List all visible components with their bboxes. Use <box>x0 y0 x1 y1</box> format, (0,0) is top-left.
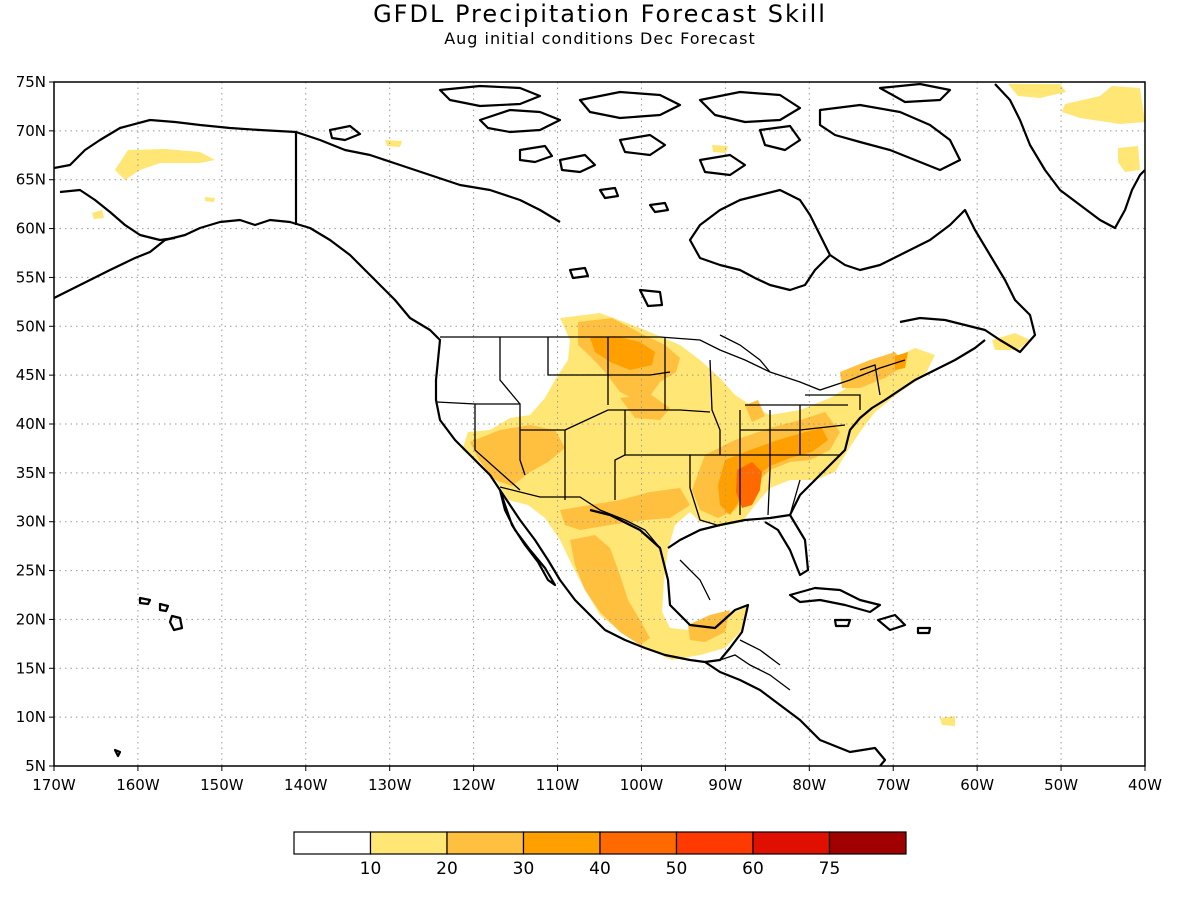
longitude-labels: 170W 160W 150W 140W 130W 120W 110W 100W 90W 80W 70… <box>32 776 1162 794</box>
skill-region-10-20 <box>92 210 104 219</box>
color-legend: 10 20 30 40 50 60 75 <box>293 831 907 879</box>
lat-tick-label: 45N <box>16 366 46 384</box>
lat-tick-label: 30N <box>16 513 46 531</box>
skill-region-20-30 <box>840 352 905 388</box>
map-subtitle: Aug initial conditions Dec Forecast <box>444 29 756 48</box>
lat-tick-label: 25N <box>16 562 46 580</box>
skill-region-20-30 <box>560 488 690 530</box>
legend-label: 75 <box>819 859 841 879</box>
skill-region-10-20 <box>940 716 955 726</box>
legend-label: 20 <box>436 859 458 879</box>
skill-region-10-20 <box>385 140 402 147</box>
skill-region-20-30 <box>688 610 730 642</box>
lat-tick-label: 75N <box>16 73 46 91</box>
lon-tick-label: 160W <box>116 776 160 794</box>
map-title: GFDL Precipitation Forecast Skill <box>373 0 827 28</box>
lon-tick-label: 60W <box>960 776 994 794</box>
legend-label: 50 <box>666 859 688 879</box>
skill-region-10-20 <box>1008 84 1066 98</box>
skill-region-10-20 <box>1118 146 1140 172</box>
lon-tick-label: 80W <box>792 776 826 794</box>
legend-swatch <box>599 831 678 855</box>
lon-tick-label: 100W <box>620 776 664 794</box>
skill-region-30-40 <box>590 336 655 370</box>
legend-swatch <box>293 831 372 855</box>
skill-region-10-20 <box>115 149 215 180</box>
latitude-labels: 5N 10N 15N 20N 25N 30N 35N 40N 45N 50N 55N 60N 65N 70… <box>16 73 46 775</box>
lon-tick-label: 110W <box>536 776 580 794</box>
legend-label: 60 <box>742 859 764 879</box>
lon-tick-label: 140W <box>284 776 328 794</box>
legend-swatch <box>828 831 907 855</box>
lat-tick-label: 20N <box>16 610 46 628</box>
skill-region-20-30 <box>570 535 650 645</box>
longitude-ticks <box>53 766 1146 771</box>
latitude-ticks <box>49 81 54 767</box>
lat-tick-label: 55N <box>16 268 46 286</box>
legend-label: 30 <box>513 859 535 879</box>
political-borders <box>436 334 906 691</box>
lon-tick-label: 90W <box>708 776 742 794</box>
skill-region-20-30 <box>470 425 565 486</box>
lat-tick-label: 35N <box>16 464 46 482</box>
skill-region-10-20 <box>1062 86 1145 124</box>
skill-region-10-20 <box>205 197 215 202</box>
legend-swatch <box>675 831 754 855</box>
lat-tick-label: 70N <box>16 122 46 140</box>
legend-swatch <box>752 831 831 855</box>
coastlines <box>54 82 1145 766</box>
lon-tick-label: 70W <box>876 776 910 794</box>
skill-shading <box>92 84 1145 726</box>
lon-tick-label: 50W <box>1044 776 1078 794</box>
lat-tick-label: 60N <box>16 220 46 238</box>
lat-tick-label: 40N <box>16 415 46 433</box>
lat-tick-label: 65N <box>16 171 46 189</box>
lat-tick-label: 50N <box>16 317 46 335</box>
lon-tick-label: 130W <box>368 776 412 794</box>
skill-region-20-30 <box>620 394 670 420</box>
graticule-grid <box>54 82 1145 766</box>
lon-tick-label: 150W <box>200 776 244 794</box>
lon-tick-label: 120W <box>452 776 496 794</box>
lon-tick-label: 40W <box>1128 776 1162 794</box>
lon-tick-label: 170W <box>32 776 76 794</box>
skill-region-10-20 <box>712 145 728 153</box>
lat-tick-label: 15N <box>16 659 46 677</box>
skill-region-10-20 <box>992 333 1030 350</box>
legend-swatch <box>369 831 448 855</box>
legend-swatch <box>446 831 525 855</box>
lat-tick-label: 10N <box>16 708 46 726</box>
legend-swatch <box>522 831 601 855</box>
skill-region-40-50 <box>736 462 762 508</box>
lat-tick-label: 5N <box>25 757 46 775</box>
legend-label: 40 <box>589 859 611 879</box>
legend-label: 10 <box>360 859 382 879</box>
